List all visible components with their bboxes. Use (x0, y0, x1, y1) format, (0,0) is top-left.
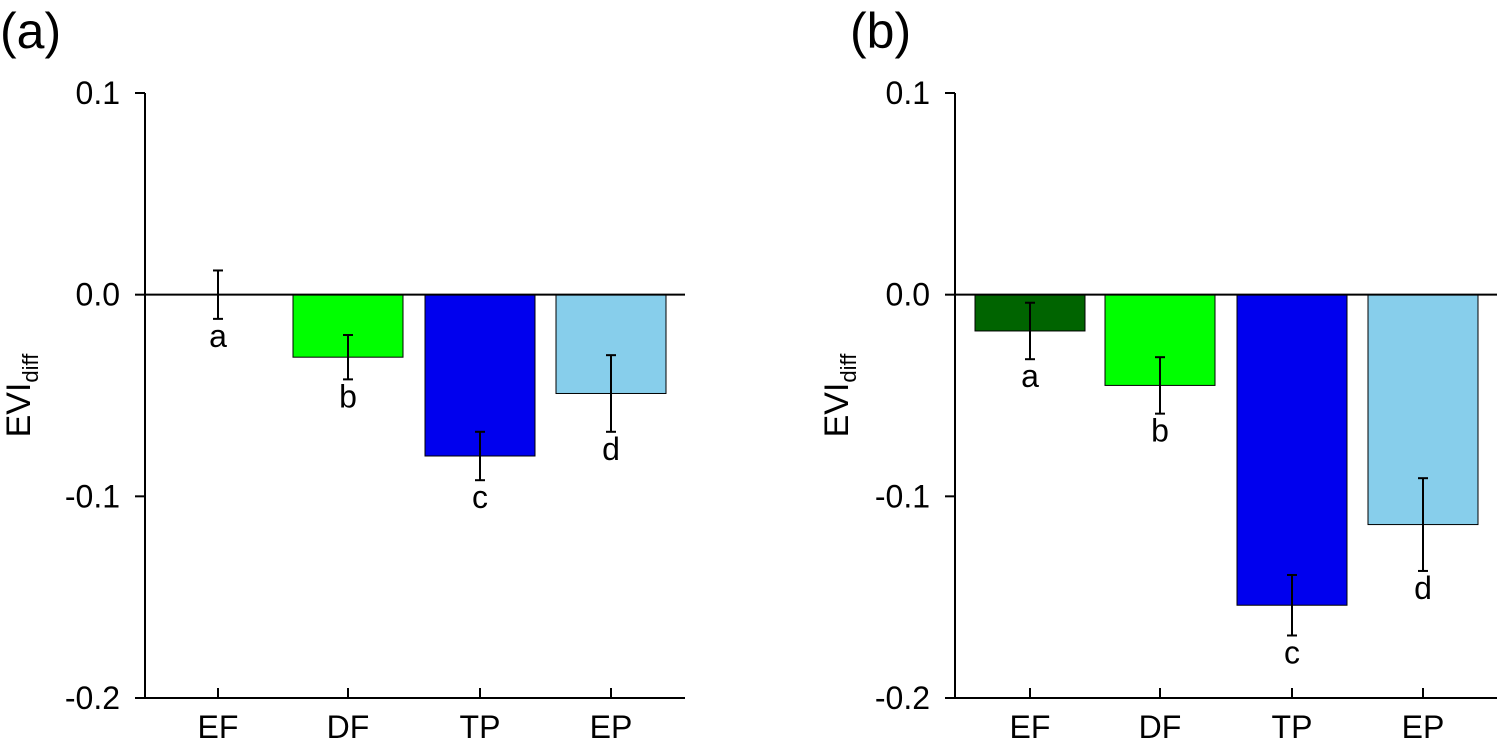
y-axis-label-main: EVI (0, 383, 38, 438)
y-axis-label: EVIdiff (818, 353, 861, 438)
y-tick-label: -0.1 (875, 478, 930, 514)
significance-label: b (1151, 413, 1169, 449)
category-label: EF (198, 709, 239, 741)
panel-label: (b) (850, 3, 911, 59)
y-axis-label: EVIdiff (0, 353, 43, 438)
y-axis-label-subscript: diff (836, 353, 861, 383)
bar-tp (1236, 294, 1348, 606)
y-axis-label-subscript: diff (18, 353, 43, 383)
panel-a: (a) 0.1 0.0 -0.1 -0.2 EVIdiff a EF b DF c TP d EP (0, 3, 685, 741)
category-label: EP (590, 709, 633, 741)
significance-label: d (602, 431, 620, 467)
category-label: TP (460, 709, 501, 741)
y-tick-label: 0.0 (76, 277, 120, 313)
significance-label: a (1021, 358, 1039, 394)
panel-label: (a) (0, 3, 61, 59)
panel-b: (b) 0.1 0.0 -0.1 -0.2 EVIdiff a EF b DF c TP d EP (818, 3, 1497, 741)
y-tick-label: 0.0 (886, 277, 930, 313)
category-label: DF (327, 709, 370, 741)
significance-label: c (472, 479, 488, 515)
category-label: DF (1139, 709, 1182, 741)
y-tick-label: -0.2 (65, 680, 120, 716)
y-axis-label-main: EVI (818, 383, 856, 438)
category-label: TP (1272, 709, 1313, 741)
category-label: EF (1010, 709, 1051, 741)
significance-label: b (339, 378, 357, 414)
bar-tp (424, 294, 536, 457)
significance-label: c (1284, 634, 1300, 670)
y-tick-label: 0.1 (886, 75, 930, 111)
significance-label: d (1414, 570, 1432, 606)
y-tick-label: -0.1 (65, 478, 120, 514)
category-label: EP (1402, 709, 1445, 741)
y-tick-label: -0.2 (875, 680, 930, 716)
y-tick-label: 0.1 (76, 75, 120, 111)
significance-label: a (209, 318, 227, 354)
